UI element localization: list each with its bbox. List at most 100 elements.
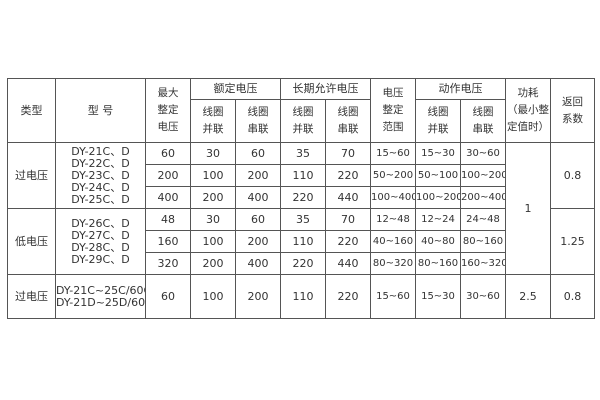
value-cell: 60	[235, 142, 281, 165]
value-cell: 400	[145, 186, 191, 209]
header-operate-series: 线圈 串联	[460, 99, 506, 143]
model-name: DY-21C、D	[71, 144, 130, 158]
value-cell: 60	[145, 274, 191, 319]
table-row: 160 100 200 110 220 40~160 40~80 80~160	[8, 230, 595, 253]
value-cell: 220	[325, 230, 371, 253]
value-cell: 50~200	[370, 164, 416, 187]
value-cell: 30	[190, 142, 236, 165]
value-cell: 160	[145, 230, 191, 253]
value-cell: 200	[235, 164, 281, 187]
type-cell: 低电压	[7, 208, 56, 275]
value-cell: 80~320	[370, 252, 416, 275]
value-cell: 15~30	[415, 142, 461, 165]
header-type: 类型	[7, 78, 56, 143]
value-cell: 24~48	[460, 208, 506, 231]
header-max-setting: 最大 整定 电压	[145, 78, 191, 143]
value-cell: 35	[280, 208, 326, 231]
header-rated-series: 线圈 串联	[235, 99, 281, 143]
value-cell: 400	[235, 186, 281, 209]
model-name: DY-21D~25D/60C	[56, 295, 146, 309]
value-cell: 30~60	[460, 142, 506, 165]
model-name: DY-27C、D	[71, 228, 130, 242]
header-model: 型 号	[55, 78, 146, 143]
model-name: DY-22C、D	[71, 156, 130, 170]
table-body: 过电压 DY-21C、D DY-22C、D DY-23C、D DY-24C、D DY-25…	[7, 142, 595, 319]
header-rated-parallel: 线圈 并联	[190, 99, 236, 143]
spec-table: 类型 型 号 最大 整定 电压 额定电压 长期允许电压 电压 整定 范围 动作电压 功耗…	[7, 78, 595, 319]
value-cell: 100~200	[415, 186, 461, 209]
header-row-2: 线圈 并联 线圈 串联 线圈 并联 线圈 串联 线圈 并联 线圈 串联	[8, 99, 595, 143]
value-cell: 15~60	[370, 142, 416, 165]
value-cell: 110	[280, 274, 326, 319]
value-cell: 30	[190, 208, 236, 231]
value-cell: 160~320	[460, 252, 506, 275]
value-cell: 100	[190, 230, 236, 253]
table-row: 过电压 DY-21C、D DY-22C、D DY-23C、D DY-24C、D DY-25…	[7, 142, 595, 275]
value-cell: 440	[325, 252, 371, 275]
model-name: DY-29C、D	[71, 252, 130, 266]
value-cell: 50~100	[415, 164, 461, 187]
value-cell: 110	[280, 230, 326, 253]
value-cell: 200~400	[460, 186, 506, 209]
power-cell: 1	[505, 142, 551, 275]
header-row-1: 类型 型 号 最大 整定 电压 额定电压 长期允许电压 电压 整定 范围 动作电压 功耗…	[7, 78, 595, 143]
value-cell: 12~24	[415, 208, 461, 231]
table-row: 320 200 400 220 440 80~320 80~160 160~320	[8, 252, 595, 275]
model-name: DY-23C、D	[71, 168, 130, 182]
table-row: 过电压 DY-21C~25C/60C DY-21D~25D/60C 60 100 200 1…	[7, 274, 595, 319]
power-cell: 2.5	[505, 274, 551, 319]
value-cell: 400	[235, 252, 281, 275]
value-cell: 40~80	[415, 230, 461, 253]
model-name: DY-25C、D	[71, 192, 130, 206]
value-cell: 200	[190, 252, 236, 275]
value-cell: 200	[235, 230, 281, 253]
value-cell: 60	[145, 142, 191, 165]
value-cell: 200	[145, 164, 191, 187]
value-cell: 220	[280, 252, 326, 275]
value-cell: 48	[145, 208, 191, 231]
header-setting-range: 电压 整定 范围	[370, 78, 416, 143]
value-cell: 30~60	[460, 274, 506, 319]
value-cell: 80~160	[460, 230, 506, 253]
header-operate-parallel: 线圈 并联	[415, 99, 461, 143]
return-coef-cell: 0.8	[550, 274, 595, 319]
model-name: DY-26C、D	[71, 216, 130, 230]
model-cell: DY-21C~25C/60C DY-21D~25D/60C	[55, 274, 146, 319]
model-name: DY-21C~25C/60C	[56, 283, 146, 297]
value-cell: 110	[280, 164, 326, 187]
value-cell: 100	[190, 274, 236, 319]
header-long-term-voltage: 长期允许电压	[280, 78, 371, 100]
value-cell: 100~200	[460, 164, 506, 187]
header-operate-voltage: 动作电压	[415, 78, 506, 100]
table-row: 400 200 400 220 440 100~400 100~200 200~400	[8, 186, 595, 209]
value-cell: 220	[280, 186, 326, 209]
header-power: 功耗 （最小整 定值时）	[505, 78, 551, 143]
value-cell: 40~160	[370, 230, 416, 253]
value-cell: 200	[235, 274, 281, 319]
value-cell: 70	[325, 208, 371, 231]
return-coef-cell: 1.25	[550, 208, 595, 275]
model-cell: DY-26C、D DY-27C、D DY-28C、D DY-29C、D	[55, 208, 146, 275]
type-cell: 过电压	[7, 142, 56, 209]
header-rated-voltage: 额定电压	[190, 78, 281, 100]
value-cell: 200	[190, 186, 236, 209]
header-return-coef: 返回 系数	[550, 78, 595, 143]
value-cell: 12~48	[370, 208, 416, 231]
header-long-series: 线圈 串联	[325, 99, 371, 143]
value-cell: 60	[235, 208, 281, 231]
value-cell: 100~400	[370, 186, 416, 209]
value-cell: 15~30	[415, 274, 461, 319]
value-cell: 80~160	[415, 252, 461, 275]
model-name: DY-28C、D	[71, 240, 130, 254]
type-cell: 过电压	[7, 274, 56, 319]
value-cell: 15~60	[370, 274, 416, 319]
header-long-parallel: 线圈 并联	[280, 99, 326, 143]
value-cell: 440	[325, 186, 371, 209]
return-coef-cell: 0.8	[550, 142, 595, 209]
value-cell: 35	[280, 142, 326, 165]
value-cell: 100	[190, 164, 236, 187]
model-cell: DY-21C、D DY-22C、D DY-23C、D DY-24C、D DY-25C、D	[55, 142, 146, 209]
value-cell: 220	[325, 164, 371, 187]
value-cell: 220	[325, 274, 371, 319]
value-cell: 320	[145, 252, 191, 275]
